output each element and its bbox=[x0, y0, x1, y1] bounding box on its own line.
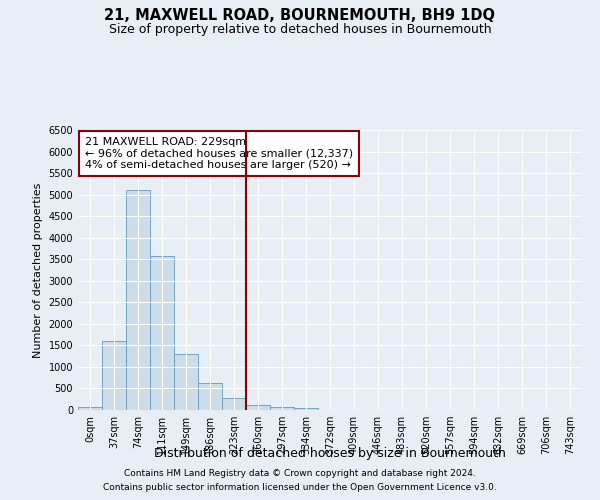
Bar bbox=[246, 405, 270, 410]
Bar bbox=[126, 190, 150, 410]
Text: Distribution of detached houses by size in Bournemouth: Distribution of detached houses by size … bbox=[154, 448, 506, 460]
Text: Contains public sector information licensed under the Open Government Licence v3: Contains public sector information licen… bbox=[103, 484, 497, 492]
Bar bbox=[174, 354, 198, 410]
Y-axis label: Number of detached properties: Number of detached properties bbox=[33, 182, 43, 358]
Bar bbox=[198, 384, 222, 410]
Bar bbox=[294, 408, 318, 410]
Text: Contains HM Land Registry data © Crown copyright and database right 2024.: Contains HM Land Registry data © Crown c… bbox=[124, 468, 476, 477]
Text: 21, MAXWELL ROAD, BOURNEMOUTH, BH9 1DQ: 21, MAXWELL ROAD, BOURNEMOUTH, BH9 1DQ bbox=[104, 8, 496, 22]
Bar bbox=[78, 407, 102, 410]
Text: 21 MAXWELL ROAD: 229sqm
← 96% of detached houses are smaller (12,337)
4% of semi: 21 MAXWELL ROAD: 229sqm ← 96% of detache… bbox=[85, 137, 353, 170]
Bar bbox=[222, 398, 246, 410]
Bar bbox=[102, 341, 126, 410]
Bar bbox=[150, 256, 174, 410]
Bar bbox=[270, 408, 294, 410]
Text: Size of property relative to detached houses in Bournemouth: Size of property relative to detached ho… bbox=[109, 22, 491, 36]
